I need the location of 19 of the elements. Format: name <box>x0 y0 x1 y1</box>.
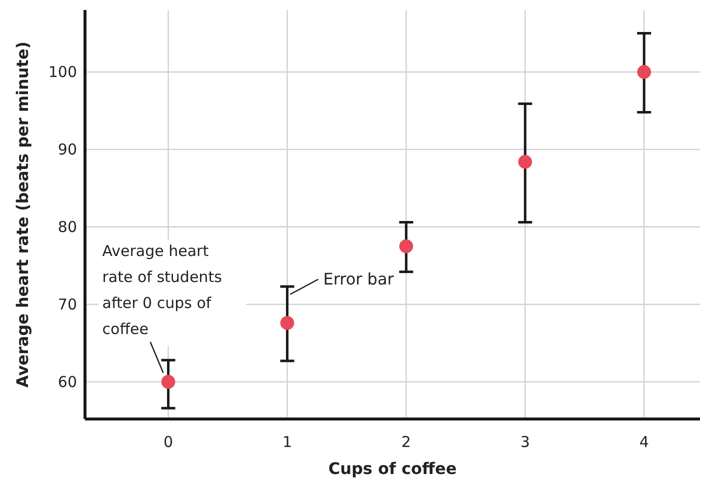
x-tick-label: 3 <box>520 433 530 451</box>
point <box>161 374 176 389</box>
y-tick-label: 70 <box>58 295 77 314</box>
x-tick-label: 2 <box>401 433 411 451</box>
x-tick-label: 0 <box>163 433 174 451</box>
annotation: Average heart rate of students after 0 cups of coffee <box>102 242 222 338</box>
x-tick-label: 4 <box>639 433 649 451</box>
y-tick-label: 90 <box>58 140 77 158</box>
x-axis-title: Cups of coffee <box>328 459 457 478</box>
point <box>399 239 414 254</box>
y-axis-title: Average heart rate (beats per minute) <box>13 41 32 388</box>
annotation: Error bar <box>323 269 394 288</box>
y-tick-label: 100 <box>48 62 77 81</box>
point <box>280 316 294 330</box>
point <box>637 65 651 79</box>
y-tick-label: 60 <box>58 372 77 391</box>
x-tick-label: 1 <box>282 433 292 451</box>
point <box>518 154 532 169</box>
y-tick-label: 80 <box>58 218 77 236</box>
